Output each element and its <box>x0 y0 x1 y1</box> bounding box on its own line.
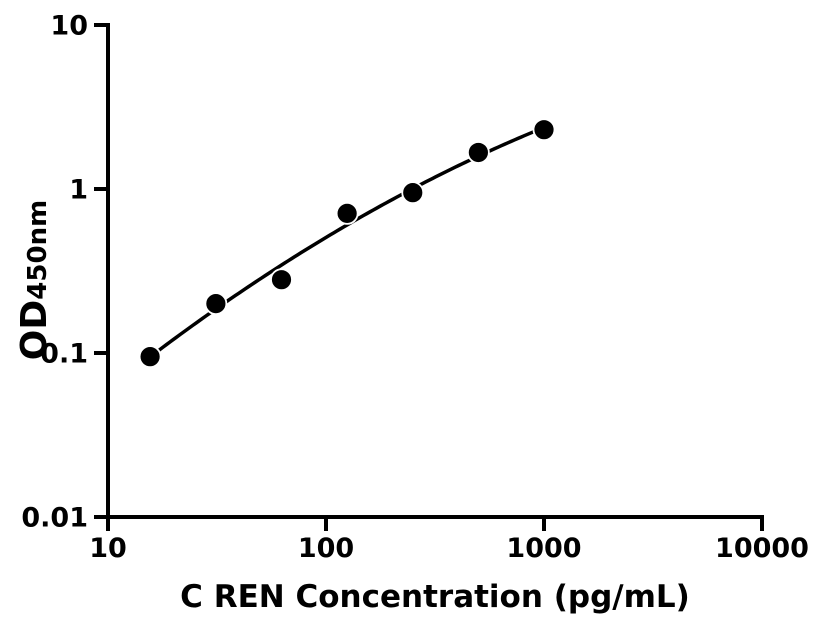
x-tick-label: 1000 <box>506 533 581 564</box>
data-point <box>532 118 556 142</box>
y-tick-label: 0.01 <box>21 503 88 534</box>
y-tick-label: 10 <box>50 11 88 42</box>
y-axis-title-main: OD <box>14 300 55 361</box>
data-point <box>138 345 162 369</box>
data-point <box>204 292 228 316</box>
data-point <box>466 141 490 164</box>
tick-labels-layer: 10 100 1000 10000 0.01 0.1 1 10 <box>21 11 809 565</box>
x-tick-label: 10 <box>89 533 127 564</box>
x-tick-label: 10000 <box>715 533 809 564</box>
fit-curve <box>148 125 546 359</box>
x-tick-label: 100 <box>298 533 354 564</box>
y-axis-title-subscript: 450nm <box>23 200 53 300</box>
y-tick-label: 1 <box>69 175 88 206</box>
fit-curve-layer <box>148 125 546 359</box>
y-axis-title: OD450nm <box>14 200 55 360</box>
data-point <box>401 181 425 205</box>
axes-layer <box>94 23 764 531</box>
y-tick-label: 0.1 <box>40 339 88 370</box>
data-point <box>335 201 359 225</box>
data-point <box>270 268 293 292</box>
data-points-layer <box>138 118 556 369</box>
x-axis-title: C REN Concentration (pg/mL) <box>180 579 690 615</box>
